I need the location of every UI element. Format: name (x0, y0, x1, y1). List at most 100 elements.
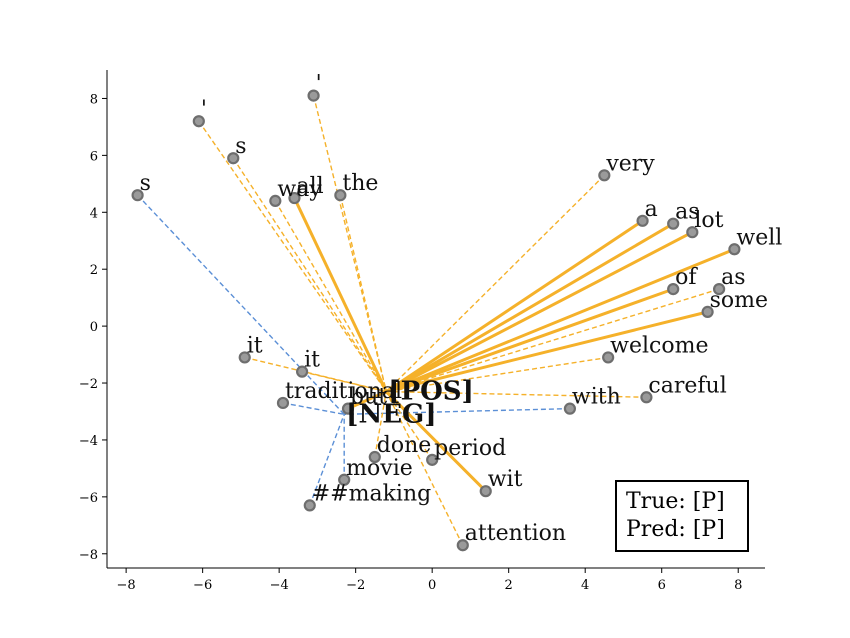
x-tick-label-8: 8 (734, 578, 742, 593)
link-line-16 (386, 390, 647, 398)
token-point-5 (288, 191, 301, 205)
token-label-23: period (434, 436, 506, 461)
token-label-24: movie (346, 456, 413, 481)
token-label-20: traditional (285, 379, 402, 404)
token-label-22: done (377, 433, 432, 458)
link-line-26 (309, 414, 345, 506)
token-point-22 (368, 450, 381, 464)
token-point-27 (456, 539, 469, 552)
link-line-3 (137, 194, 345, 415)
token-point-8 (636, 214, 649, 227)
link-line-27 (385, 391, 464, 546)
token-point-9 (667, 217, 680, 230)
token-label-18: it (247, 333, 263, 358)
token-label-21: but (350, 385, 387, 410)
y-tick-label-1: −6 (79, 491, 98, 506)
link-line-5 (293, 197, 388, 393)
y-tick-label-4: 0 (90, 320, 98, 335)
token-point-26 (303, 499, 316, 512)
x-tick-label-6: 4 (581, 578, 589, 593)
link-line-0 (312, 95, 387, 392)
token-label-0: ' (316, 72, 322, 97)
link-line-4 (274, 200, 387, 392)
link-line-7 (385, 174, 605, 393)
class-label-0: [POS] (388, 377, 474, 407)
token-point-0 (307, 89, 320, 102)
x-tick-label-7: 6 (658, 578, 666, 593)
x-tick-label-4: 0 (428, 578, 436, 593)
link-line-23 (385, 391, 433, 461)
token-point-24 (338, 473, 351, 486)
link-line-10 (385, 230, 694, 393)
token-label-13: as (721, 265, 745, 290)
link-line-21 (347, 390, 387, 411)
link-line-2 (232, 157, 387, 392)
link-line-19 (301, 370, 387, 393)
token-point-18 (238, 351, 251, 364)
link-line-6 (339, 195, 387, 392)
x-tick-label-5: 2 (505, 578, 513, 593)
y-tick-label-7: 6 (90, 149, 98, 164)
token-point-15 (602, 351, 615, 364)
token-point-12 (667, 283, 680, 296)
token-label-15: welcome (610, 333, 708, 358)
link-line-18 (244, 356, 387, 393)
token-label-7: very (605, 151, 655, 176)
link-line-8 (385, 219, 644, 393)
y-tick-label-0: −8 (79, 548, 98, 563)
token-point-6 (334, 189, 347, 202)
token-point-2 (227, 152, 240, 165)
link-line-14 (385, 310, 708, 394)
link-line-11 (385, 247, 735, 393)
token-label-12: of (675, 265, 698, 290)
token-point-11 (728, 243, 741, 256)
token-label-8: a (645, 197, 658, 222)
link-line-25 (385, 390, 487, 493)
token-label-19: it (304, 348, 320, 373)
token-point-23 (426, 453, 439, 466)
token-point-3 (131, 189, 144, 202)
y-tick-label-8: 8 (90, 92, 98, 107)
prediction-legend: True: [P] Pred: [P] (615, 480, 749, 552)
token-label-26: ##making (312, 481, 431, 506)
token-label-9: as (675, 200, 699, 225)
token-label-5: all (296, 174, 323, 199)
token-point-14 (701, 305, 714, 318)
y-tick-label-3: −2 (79, 377, 98, 392)
link-line-15 (386, 356, 609, 393)
x-tick-label-2: −4 (270, 578, 289, 593)
token-label-16: careful (648, 373, 726, 398)
token-point-20 (276, 396, 290, 410)
token-label-25: wit (488, 467, 523, 492)
token-points (131, 89, 741, 552)
token-label-3: s (140, 171, 151, 196)
link-line-22 (374, 391, 387, 458)
class-label-1: [NEG] (346, 399, 436, 429)
token-label-6: the (342, 171, 378, 196)
token-label-27: attention (465, 521, 566, 546)
token-point-17 (563, 402, 576, 415)
x-tick-label-1: −6 (193, 578, 212, 593)
token-label-14: some (710, 288, 768, 313)
token-label-2: s (235, 134, 246, 159)
token-point-13 (712, 283, 726, 296)
token-label-1: ' (201, 97, 207, 122)
token-label-10: lot (694, 208, 723, 233)
link-line-1 (198, 120, 387, 392)
token-label-17: with (572, 385, 621, 410)
y-tick-label-6: 4 (90, 206, 98, 221)
token-point-25 (479, 485, 492, 498)
link-line-13 (386, 288, 720, 393)
token-point-10 (686, 226, 699, 239)
token-point-7 (598, 169, 611, 182)
token-point-16 (640, 391, 653, 404)
x-tick-label-0: −8 (117, 578, 136, 593)
token-point-21 (341, 402, 355, 415)
link-line-12 (385, 287, 674, 393)
token-label-11: well (736, 225, 782, 250)
pred-label: Pred: [P] (626, 517, 725, 542)
link-lines (137, 95, 735, 546)
token-label-4: way (277, 177, 322, 202)
token-point-19 (296, 365, 309, 378)
axes: −8 −6 −4 −2 0 2 4 6 8 −8 −6 −4 −2 0 2 4 6 8 (79, 70, 765, 593)
